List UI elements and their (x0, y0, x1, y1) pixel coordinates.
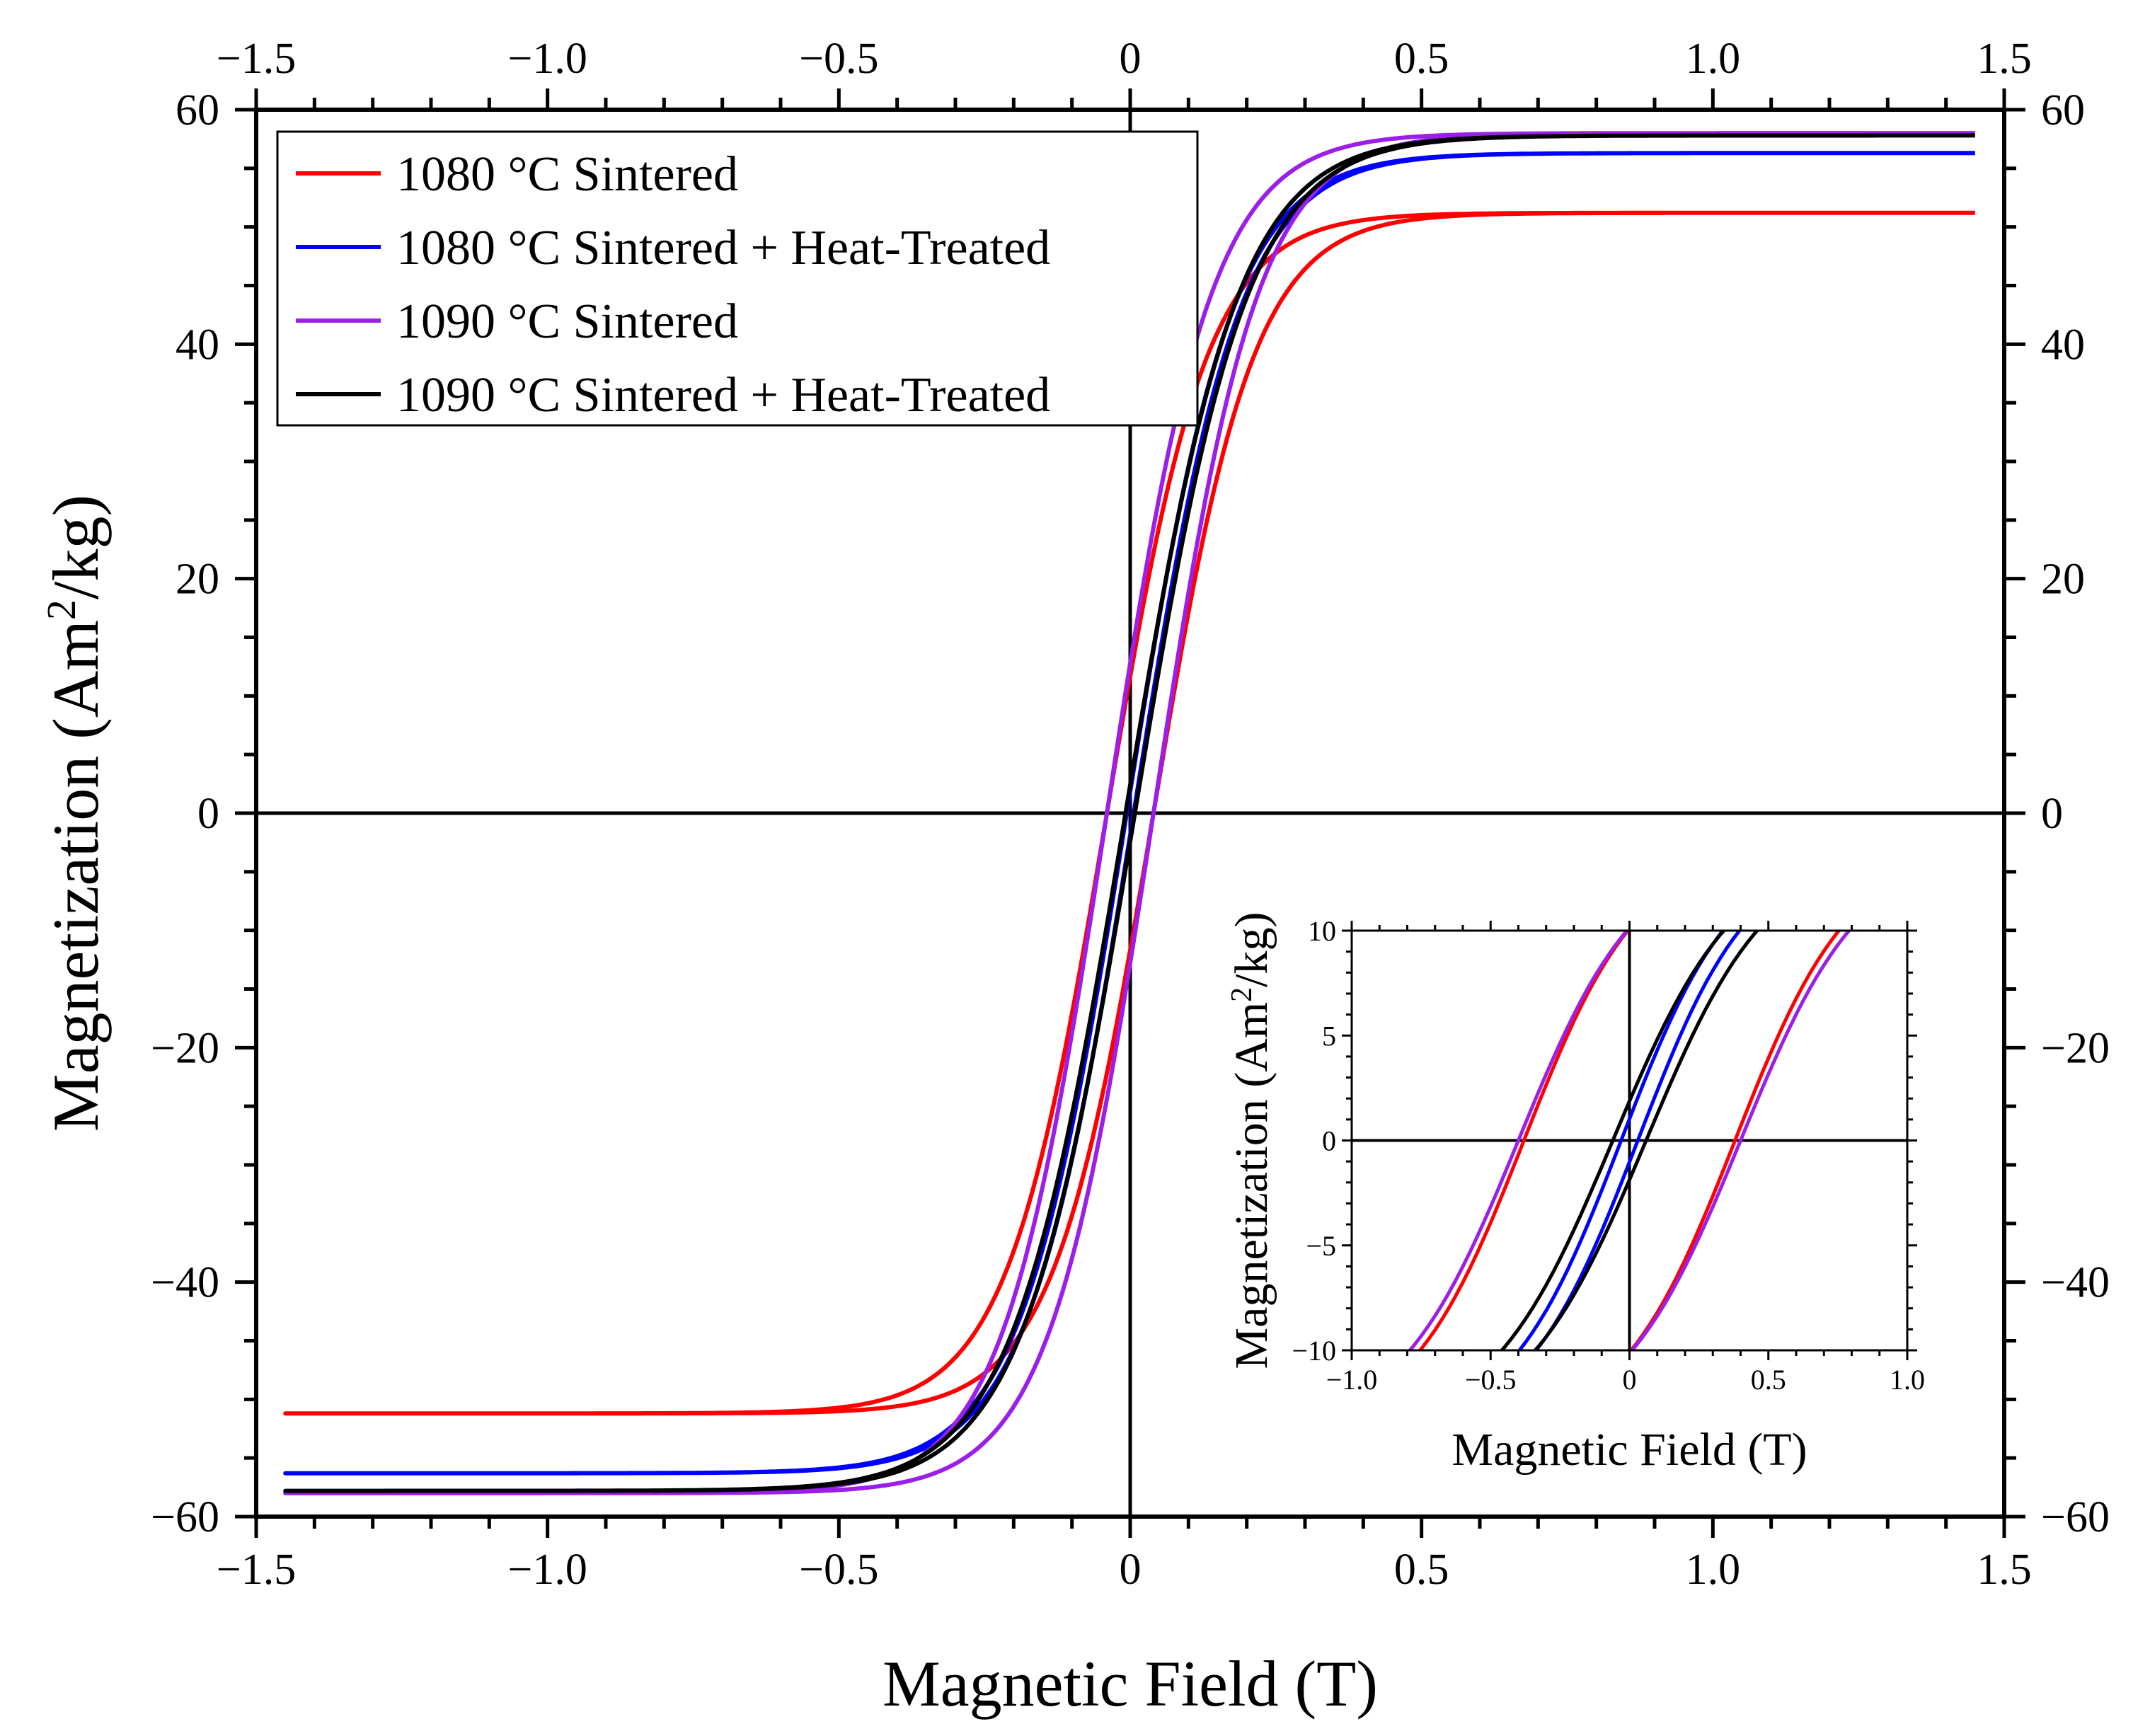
legend-label-2: 1080 °C Sintered + Heat-Treated (396, 221, 1050, 275)
inset-series-line-3-upper (1407, 931, 1630, 1350)
x-tick-label-top: 0.5 (1394, 35, 1449, 83)
series-line-1 (283, 210, 1975, 1416)
x-tick-label-top: −1.0 (507, 35, 587, 83)
y-tick-label-left: 0 (197, 790, 219, 838)
y-axis-title-tail: /kg) (40, 495, 112, 599)
y-tick-label-left: 20 (176, 556, 219, 604)
x-tick-label-bottom: 1.0 (1686, 1546, 1741, 1594)
inset-x-tick-label: 1.0 (1890, 1364, 1925, 1396)
inset-series-line-3-lower (1629, 931, 1852, 1350)
y-axis-title-sup: 2 (38, 599, 84, 620)
y-axis-title-main: Magnetization (Am (40, 620, 112, 1132)
y-tick-label-right: 60 (2041, 86, 2085, 134)
x-tick-label-top: −0.5 (799, 35, 878, 83)
series-line-4 (283, 133, 1975, 1493)
y-tick-label-left: −40 (151, 1259, 219, 1307)
y-tick-label-right: 0 (2041, 790, 2063, 838)
x-tick-label-bottom: 0.5 (1394, 1546, 1449, 1594)
y-tick-label-left: −60 (151, 1493, 219, 1541)
y-tick-label-right: −60 (2041, 1493, 2110, 1541)
y-tick-label-right: −20 (2041, 1024, 2110, 1072)
inset-y-axis-title: Magnetization (Am2/kg) (1226, 912, 1277, 1369)
inset-y-tick-label: 10 (1308, 915, 1336, 947)
main-curves (283, 131, 1975, 1495)
x-tick-label-top: 1.5 (1977, 35, 2032, 83)
inset-curves (1407, 931, 1852, 1350)
y-axis-title: Magnetization (Am2/kg) (38, 495, 112, 1132)
x-tick-label-bottom: −0.5 (799, 1546, 878, 1594)
y-tick-label-right: −40 (2041, 1259, 2110, 1307)
inset-x-tick-label: 0.5 (1751, 1364, 1786, 1396)
x-tick-label-bottom: −1.5 (217, 1546, 296, 1594)
inset-series-line-1-lower (1628, 931, 1841, 1350)
inset-chart: −1.0 −0.5 0 0.5 1.0 −10 −5 0 5 10 Magnetic Field (… (1224, 888, 1925, 1497)
y-tick-label-left: 40 (176, 321, 219, 369)
legend-label-4: 1090 °C Sintered + Heat-Treated (396, 368, 1050, 422)
inset-x-tick-label: 0 (1623, 1364, 1637, 1396)
main-axes: −1.5 −1.5 −1.0 −1.0 −0.5 −0.5 0 0 0.5 0.5 1.0 1.0 1.… (38, 35, 2110, 1720)
x-tick-label-bottom: 1.5 (1977, 1546, 2032, 1594)
legend-label-1: 1080 °C Sintered (396, 147, 738, 202)
inset-y-tick-label: 0 (1322, 1125, 1336, 1157)
inset-series-line-4-upper (1499, 931, 1727, 1350)
x-tick-label-bottom: −1.0 (507, 1546, 587, 1594)
y-tick-label-left: 60 (176, 86, 219, 134)
y-tick-label-right: 20 (2041, 556, 2085, 604)
inset-y-title-tail: /kg) (1226, 912, 1277, 987)
series-line-2 (283, 151, 1975, 1476)
inset-series-line-2-upper (1517, 931, 1725, 1350)
inset-series-line-1-upper (1418, 931, 1631, 1350)
inset-y-tick-label: −10 (1292, 1335, 1336, 1367)
inset-y-tick-label: −5 (1306, 1230, 1336, 1262)
inset-x-tick-label: −0.5 (1465, 1364, 1517, 1396)
inset-x-axis-title: Magnetic Field (T) (1451, 1424, 1807, 1476)
inset-y-title-main: Magnetization (Am (1226, 1002, 1277, 1369)
legend-box (276, 130, 1199, 427)
inset-y-tick-label: 5 (1322, 1020, 1336, 1052)
x-tick-label-top: 1.0 (1686, 35, 1741, 83)
inset-background (1224, 888, 1925, 1497)
inset-series-line-2-lower (1534, 931, 1742, 1350)
legend-label-3: 1090 °C Sintered (396, 294, 738, 349)
x-tick-label-top: −1.5 (217, 35, 296, 83)
y-tick-label-left: −20 (151, 1024, 219, 1072)
inset-y-title-sup: 2 (1226, 987, 1258, 1002)
legend: 1080 °C Sintered 1080 °C Sintered + Heat-… (276, 130, 1199, 427)
inset-series-line-4-lower (1532, 931, 1760, 1350)
y-tick-label-right: 40 (2041, 321, 2085, 369)
x-tick-label-bottom: 0 (1120, 1546, 1142, 1594)
x-tick-label-top: 0 (1120, 35, 1142, 83)
inset-x-tick-label: −1.0 (1326, 1364, 1378, 1396)
x-axis-title: Magnetic Field (T) (883, 1648, 1378, 1720)
